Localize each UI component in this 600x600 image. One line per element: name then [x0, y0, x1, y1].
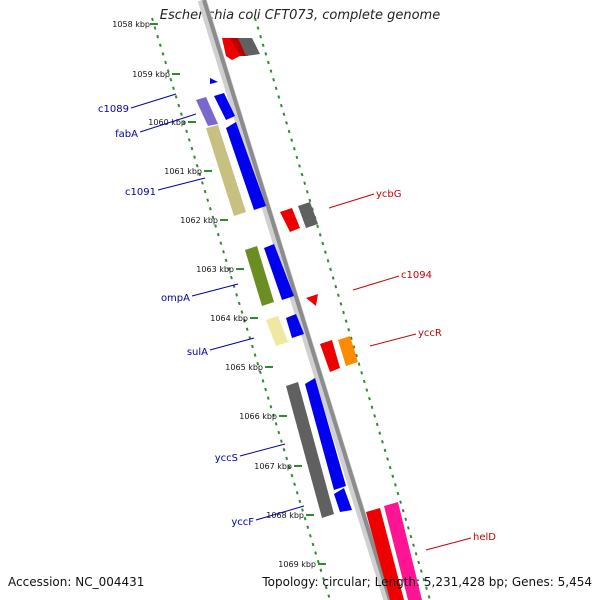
gene-yccR-b[interactable] — [338, 336, 358, 366]
gene-yccR[interactable] — [320, 340, 340, 372]
leader-helD — [425, 537, 472, 551]
gene-top-red[interactable] — [222, 38, 248, 60]
leader-sulA — [209, 337, 255, 351]
accession-label: Accession: NC_004431 — [8, 575, 145, 589]
gene-c1089[interactable] — [196, 97, 218, 126]
gene-yccS-b[interactable] — [305, 378, 346, 490]
leader-ycbG — [328, 193, 375, 209]
leader-ompA — [191, 283, 239, 297]
gene-helD-b[interactable] — [384, 502, 422, 600]
label-fabA[interactable]: fabA — [115, 129, 138, 140]
kbp-label-1066: 1066 kbp — [239, 412, 277, 421]
left-tick-rail — [151, 17, 331, 600]
label-sulA[interactable]: sulA — [187, 347, 208, 358]
label-c1089[interactable]: c1089 — [98, 104, 129, 115]
leader-c1089 — [130, 93, 177, 109]
genome-backbone — [202, 0, 392, 600]
gene-c1091-b[interactable] — [226, 122, 266, 210]
kbp-label-1062: 1062 kbp — [180, 216, 218, 225]
kbp-label-1064: 1064 kbp — [210, 314, 248, 323]
gene-ompA-b[interactable] — [264, 244, 294, 300]
kbp-label-1069: 1069 kbp — [278, 560, 316, 569]
leader-fabA — [139, 113, 197, 133]
gene-helD[interactable] — [366, 508, 404, 600]
gene-ycbG-b[interactable] — [298, 202, 318, 228]
gene-c1091[interactable] — [206, 125, 246, 216]
gene-yccF[interactable] — [334, 488, 352, 512]
gene-top-gray[interactable] — [238, 38, 260, 56]
kbp-label-1068: 1068 kbp — [266, 511, 304, 520]
label-yccR[interactable]: yccR — [418, 328, 442, 339]
gene-sulA[interactable] — [266, 316, 288, 346]
gene-sulA-b[interactable] — [286, 314, 304, 338]
label-ycbG[interactable]: ycbG — [376, 189, 402, 200]
gene-fabA[interactable] — [214, 93, 235, 120]
topology-label: Topology: circular; Length: 5,231,428 bp… — [262, 575, 592, 589]
label-yccF[interactable]: yccF — [231, 517, 254, 528]
leader-yccR — [369, 333, 417, 347]
gene-small-forward[interactable] — [210, 78, 218, 84]
kbp-label-1065: 1065 kbp — [225, 363, 263, 372]
label-yccS[interactable]: yccS — [215, 453, 238, 464]
leader-yccF — [255, 505, 305, 521]
gene-ompA[interactable] — [245, 246, 274, 306]
kbp-label-1067: 1067 kbp — [254, 462, 292, 471]
kbp-label-1060: 1060 kbp — [148, 118, 186, 127]
gene-c1094[interactable] — [306, 294, 318, 306]
label-c1094[interactable]: c1094 — [401, 270, 432, 281]
kbp-label-1059: 1059 kbp — [132, 70, 170, 79]
right-tick-rail — [254, 17, 431, 600]
kbp-label-1061: 1061 kbp — [164, 167, 202, 176]
leader-yccS — [239, 443, 286, 457]
label-ompA[interactable]: ompA — [161, 293, 190, 304]
leader-c1091 — [157, 177, 206, 191]
kbp-label-1063: 1063 kbp — [196, 265, 234, 274]
kbp-label-1058: 1058 kbp — [112, 20, 150, 29]
label-c1091[interactable]: c1091 — [125, 187, 156, 198]
gene-yccS[interactable] — [286, 382, 334, 518]
leader-c1094 — [352, 275, 400, 291]
map-title: Escherichia coli CFT073, complete genome — [159, 8, 441, 23]
gene-ycbG[interactable] — [280, 208, 300, 232]
label-helD[interactable]: helD — [473, 532, 496, 543]
